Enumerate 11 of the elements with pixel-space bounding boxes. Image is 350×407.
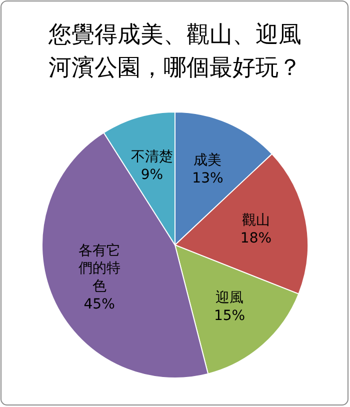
chart-title: 您覺得成美、觀山、迎風河濱公園，哪個最好玩？ <box>48 22 302 81</box>
data-label: 18% <box>240 230 272 247</box>
data-label: 45% <box>84 296 115 313</box>
slice-label: 迎風 <box>216 290 244 306</box>
data-label: 9% <box>140 166 164 183</box>
slice-label: 觀山 <box>242 212 270 229</box>
slice-label: 各有它們的特色 <box>78 242 120 295</box>
data-label: 15% <box>214 308 246 324</box>
slice-label: 不清楚 <box>130 148 173 165</box>
data-label: 13% <box>192 170 224 186</box>
slice-label: 成美 <box>194 152 222 168</box>
